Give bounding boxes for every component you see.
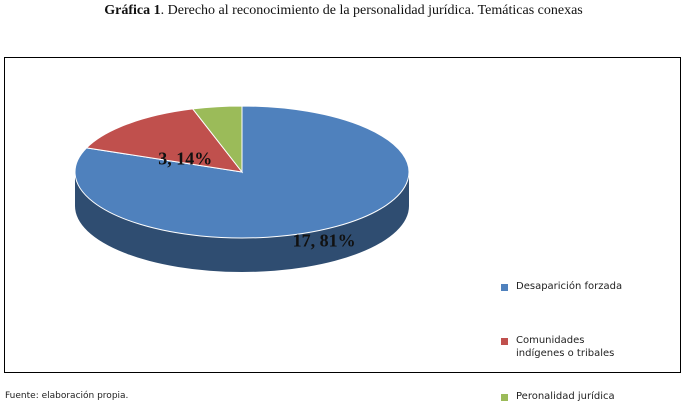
legend-label: Desaparición forzada bbox=[516, 281, 623, 292]
pie-slice-2 bbox=[191, 105, 243, 174]
legend-swatch bbox=[501, 338, 508, 345]
legend-swatch bbox=[501, 284, 508, 291]
legend-item: Comunidades indígenes o tribales bbox=[501, 334, 614, 360]
figure-number: Gráfica 1 bbox=[104, 3, 161, 18]
legend-label: Peronalidad jurídica bbox=[516, 391, 615, 402]
pie-slice-1 bbox=[85, 108, 244, 173]
legend-swatch bbox=[501, 394, 508, 401]
chart-frame: 17, 81%3, 14%1, 5% Desaparición forzadaC… bbox=[4, 57, 681, 402]
legend-item: Peronalidad jurídica bbox=[501, 390, 615, 403]
pie-side-0-0 bbox=[75, 172, 409, 272]
legend-item: Desaparición forzada bbox=[501, 280, 622, 293]
data-label-0: 17, 81% bbox=[293, 231, 356, 251]
source-note: Fuente: elaboración propia. bbox=[5, 391, 129, 401]
pie-chart: 17, 81%3, 14%1, 5% bbox=[74, 105, 410, 272]
data-label-1: 3, 14% bbox=[158, 149, 212, 169]
figure-caption: Gráfica 1. Derecho al reconocimiento de … bbox=[0, 3, 687, 19]
figure-caption-text: . Derecho al reconocimiento de la person… bbox=[160, 3, 583, 18]
legend-label: Comunidades indígenes o tribales bbox=[516, 335, 615, 359]
